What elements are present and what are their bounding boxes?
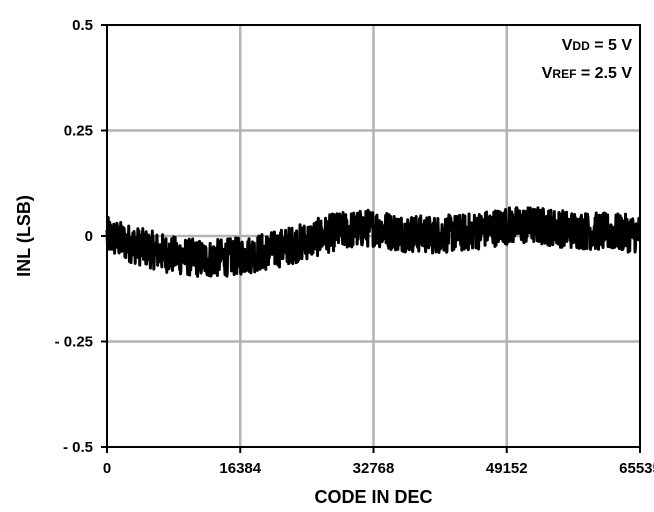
y-tick-label: 0.25 bbox=[64, 123, 93, 140]
x-tick-label: 49152 bbox=[486, 460, 528, 477]
annotation-sub: DD bbox=[572, 39, 590, 53]
annotation-main: V bbox=[562, 37, 573, 54]
annotation-rest: = 2.5 V bbox=[576, 65, 632, 82]
series-layer bbox=[105, 206, 642, 278]
annotation-vdd: VDD = 5 V bbox=[562, 37, 633, 54]
annotation-vref: VREF = 2.5 V bbox=[542, 65, 633, 82]
x-tick-label: 0 bbox=[103, 460, 111, 477]
y-tick-label: 0.5 bbox=[72, 17, 93, 34]
annotation-rest: = 5 V bbox=[590, 37, 633, 54]
x-tick-labels: 0 16384 32768 49152 65535 bbox=[103, 460, 654, 477]
tick-marks bbox=[101, 24, 641, 453]
x-axis-title: CODE IN DEC bbox=[314, 487, 432, 507]
x-tick-label: 65535 bbox=[619, 460, 654, 477]
y-tick-label: 0 bbox=[85, 228, 93, 245]
y-axis-title: INL (LSB) bbox=[14, 195, 34, 277]
x-tick-label: 32768 bbox=[353, 460, 395, 477]
x-tick-label: 16384 bbox=[219, 460, 261, 477]
annotation-main: V bbox=[542, 65, 553, 82]
annotation-sub: REF bbox=[552, 67, 576, 81]
y-tick-labels: 0.5 0.25 0 - 0.25 - 0.5 bbox=[55, 17, 93, 456]
y-tick-label: - 0.25 bbox=[55, 334, 93, 351]
inl-series-line bbox=[105, 206, 642, 278]
y-tick-label: - 0.5 bbox=[63, 439, 93, 456]
